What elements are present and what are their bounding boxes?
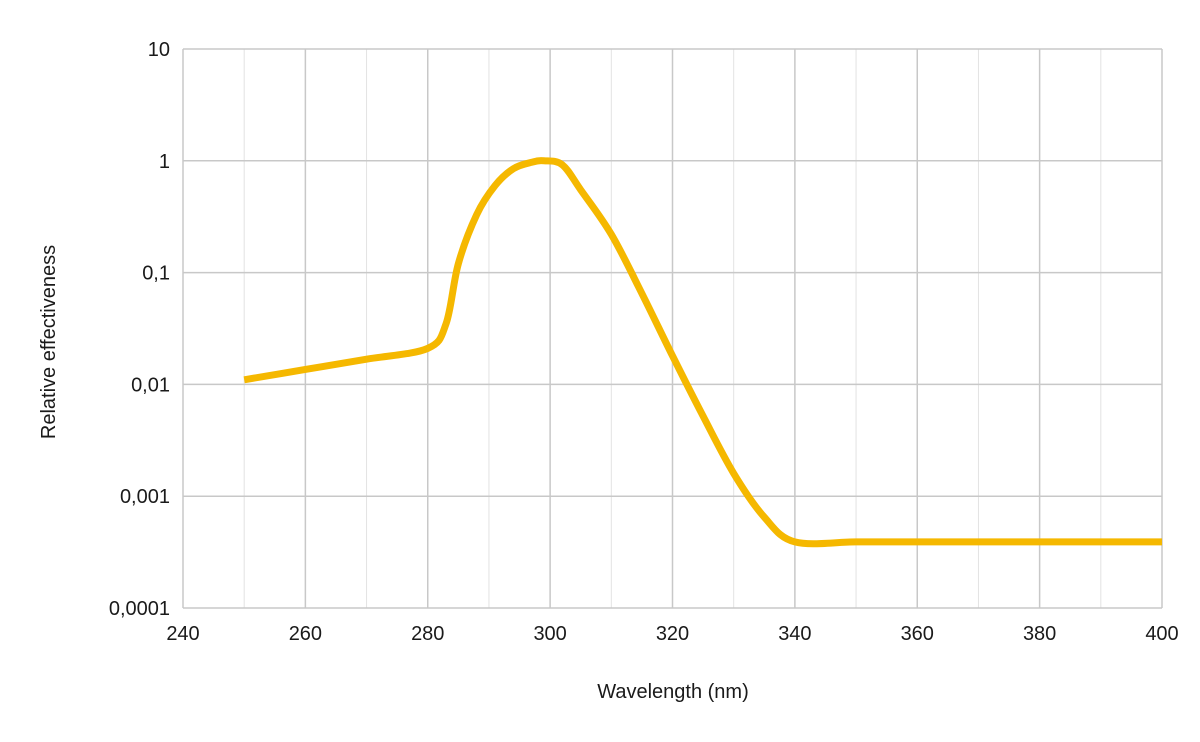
x-tick-label: 400 (1145, 623, 1178, 645)
major-gridlines (182, 48, 1163, 609)
minor-gridlines (243, 49, 1102, 608)
x-tick-label: 340 (778, 623, 811, 645)
y-tick-label: 1 (159, 151, 170, 173)
y-axis-title: Relative effectiveness (38, 245, 60, 439)
x-tick-label: 280 (411, 623, 444, 645)
y-tick-label: 0,1 (142, 263, 170, 285)
series-layer (243, 157, 1162, 548)
x-tick-label: 320 (656, 623, 689, 645)
x-axis-title: Wavelength (nm) (597, 681, 749, 703)
x-tick-label: 240 (166, 623, 199, 645)
y-tick-label: 10 (148, 39, 170, 61)
x-tick-labels: 240 260 280 300 320 340 360 380 400 (166, 623, 1178, 645)
x-tick-label: 380 (1023, 623, 1056, 645)
y-tick-label: 0,0001 (109, 598, 170, 620)
x-tick-label: 260 (289, 623, 322, 645)
y-tick-label: 0,01 (131, 374, 170, 396)
y-tick-labels: 0,0001 0,001 0,01 0,1 1 10 (109, 39, 170, 620)
series-line-0 (243, 157, 1162, 548)
x-tick-label: 360 (901, 623, 934, 645)
y-tick-label: 0,001 (120, 486, 170, 508)
x-tick-label: 300 (533, 623, 566, 645)
